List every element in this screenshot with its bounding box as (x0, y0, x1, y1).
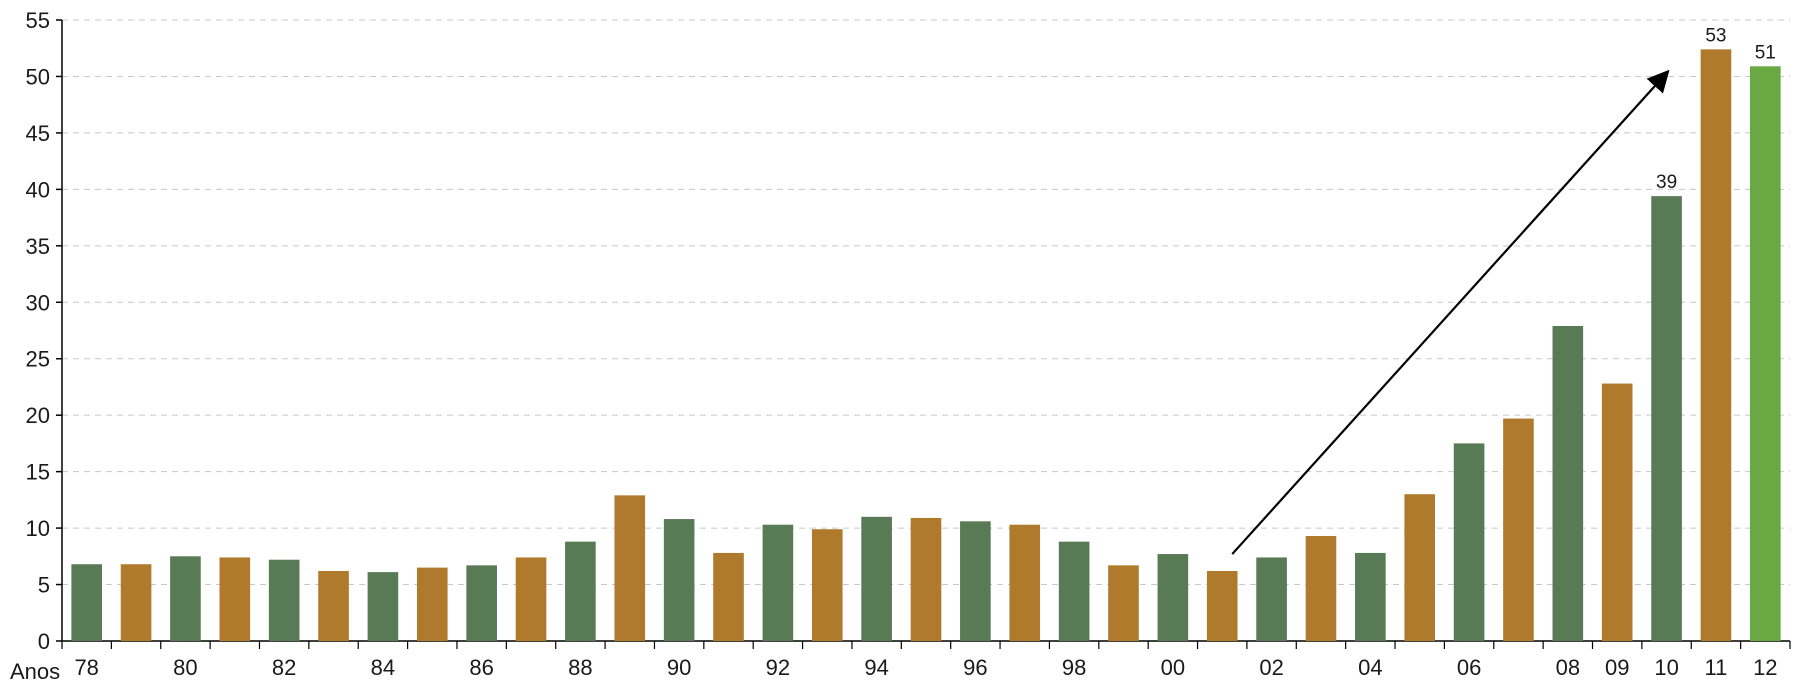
bar (1453, 443, 1485, 641)
x-tick-label: 98 (1062, 655, 1086, 680)
bar (1404, 494, 1436, 641)
data-labels: 39 53 51 (1656, 25, 1776, 193)
bar (663, 519, 695, 641)
x-tick-label: 02 (1259, 655, 1283, 680)
x-tick-label: 06 (1457, 655, 1481, 680)
x-axis-label: Anos (10, 659, 60, 684)
y-tick-label: 25 (26, 347, 50, 372)
bar (1552, 325, 1584, 641)
bar (367, 572, 399, 641)
y-tick-label: 10 (26, 516, 50, 541)
bar (268, 559, 300, 641)
x-tick-label: 92 (766, 655, 790, 680)
bar (811, 529, 843, 641)
bar (565, 541, 596, 641)
x-tick-label: 80 (173, 655, 197, 680)
bar (1601, 383, 1633, 641)
x-tick-label: 94 (864, 655, 888, 680)
bar (1503, 418, 1534, 641)
x-tick-label: 96 (963, 655, 987, 680)
bar (910, 517, 942, 641)
data-label: 39 (1656, 172, 1677, 193)
y-tick-label: 35 (26, 234, 50, 259)
x-tick-labels: 78 80 82 84 86 88 90 92 94 96 98 00 02 04 06 08 09 10 11 12 (61, 641, 1791, 680)
bar (120, 564, 152, 641)
bar (1305, 535, 1337, 641)
y-tick-label: 45 (26, 121, 50, 146)
x-tick-label: 09 (1605, 655, 1629, 680)
bar (1108, 565, 1139, 641)
bar (466, 565, 497, 641)
bar (1256, 557, 1287, 641)
y-tick-label: 50 (26, 64, 50, 89)
bar (614, 495, 646, 641)
bar (713, 552, 744, 641)
bar (416, 567, 448, 641)
x-tick-label: 08 (1556, 655, 1580, 680)
bar (1750, 66, 1781, 641)
bar (170, 556, 201, 641)
bar (1009, 524, 1041, 641)
x-tick-label: 78 (74, 655, 98, 680)
bar (861, 516, 892, 641)
y-tick-label: 20 (26, 403, 50, 428)
x-tick-label: 90 (667, 655, 691, 680)
bar (960, 521, 991, 641)
y-tick-label: 30 (26, 290, 50, 315)
bar (1651, 196, 1682, 641)
bar (762, 524, 794, 641)
x-tick-label: 00 (1161, 655, 1185, 680)
bar (1206, 570, 1238, 641)
bars (71, 49, 1781, 641)
x-tick-label: 04 (1358, 655, 1382, 680)
x-tick-label: 88 (568, 655, 592, 680)
y-tick-label: 15 (26, 460, 50, 485)
x-tick-label: 84 (371, 655, 395, 680)
data-label: 51 (1755, 42, 1776, 63)
bar (1355, 552, 1386, 641)
x-tick-label: 86 (469, 655, 493, 680)
bar (1157, 554, 1189, 641)
y-tick-label: 40 (26, 177, 50, 202)
y-tick-label: 55 (26, 8, 50, 33)
bar (515, 557, 547, 641)
data-label: 53 (1705, 25, 1726, 46)
trend-arrow (1231, 69, 1670, 555)
x-tick-label: 12 (1753, 655, 1777, 680)
bar (71, 564, 102, 641)
bar (1058, 541, 1090, 641)
y-tick-labels: 0 5 10 15 20 25 30 35 40 45 50 55 (26, 8, 62, 654)
x-tick-label: 11 (1705, 655, 1728, 680)
y-tick-label: 0 (38, 629, 50, 654)
y-tick-label: 5 (38, 573, 50, 598)
bar (318, 570, 349, 641)
bar (1700, 49, 1732, 641)
x-tick-label: 10 (1654, 655, 1678, 680)
x-tick-label: 82 (272, 655, 296, 680)
bar (219, 557, 251, 641)
